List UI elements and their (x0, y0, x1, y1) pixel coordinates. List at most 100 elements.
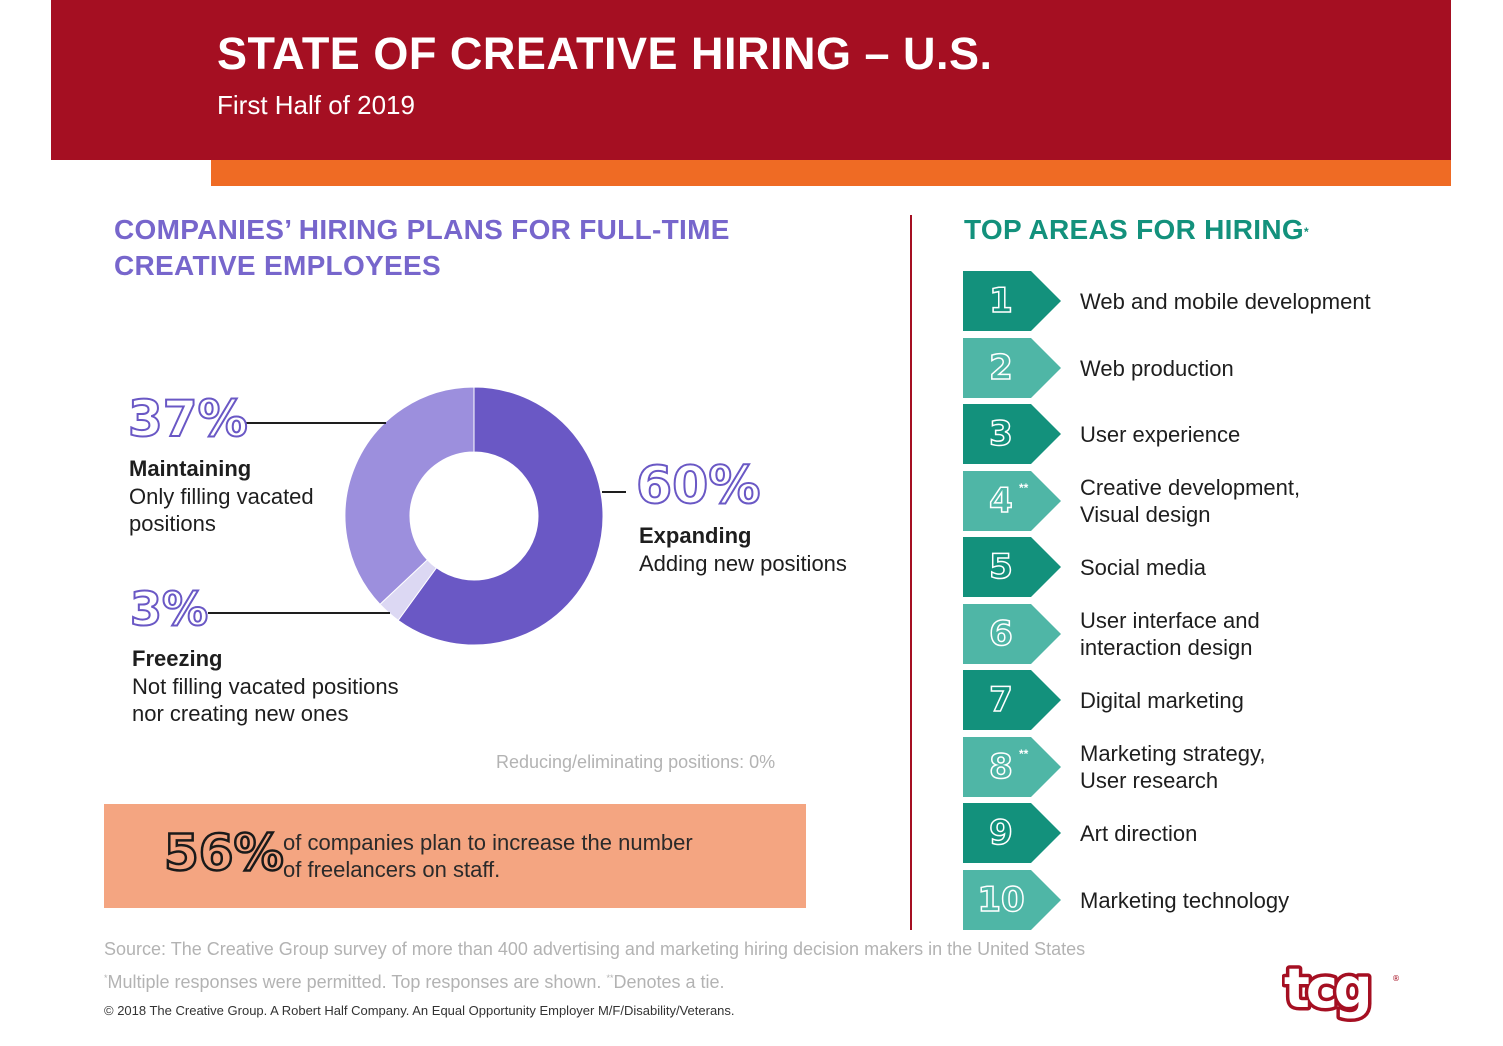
rank-label-line1: Social media (1080, 554, 1206, 580)
top-area-item: 5 Social media (963, 537, 1443, 597)
rank-arrow-polygon (963, 271, 1061, 331)
freezing-percent: 3% (129, 581, 209, 637)
copyright-note: © 2018 The Creative Group. A Robert Half… (104, 1003, 735, 1018)
freelancers-text-line1: of companies plan to increase the number (283, 830, 693, 855)
footnote-part1: Multiple responses were permitted. Top r… (107, 972, 607, 992)
rank-arrow-shape (963, 737, 1061, 797)
rank-arrow-shape (963, 338, 1061, 398)
expanding-description: Adding new positions (639, 551, 847, 576)
rank-number: 1 (988, 280, 1013, 322)
rank-badge: 9 (963, 803, 1061, 863)
logo-text: tcg (1284, 957, 1369, 1020)
top-area-item: 10 Marketing technology (963, 870, 1443, 930)
rank-arrow-polygon (963, 870, 1061, 930)
rank-number: 2 (988, 347, 1013, 389)
donut-slice-maintaining (344, 386, 475, 606)
top-area-item: 2 Web production (963, 338, 1443, 398)
rank-arrow-polygon (963, 670, 1061, 730)
rank-label: Marketing technology (1080, 870, 1440, 930)
rank-badge: 2 (963, 338, 1061, 398)
rank-tie-mark: ** (1019, 481, 1029, 495)
rank-arrow-polygon (963, 471, 1061, 531)
rank-label-line2: interaction design (1080, 635, 1253, 660)
rank-label-line1: Digital marketing (1080, 687, 1244, 713)
rank-label-line1: User interface and (1080, 608, 1260, 633)
tcg-logo: tcg tcg ® (1282, 955, 1400, 1024)
rank-label: Creative development, Visual design (1080, 471, 1440, 531)
rank-arrow-shape (963, 870, 1061, 930)
top-areas-title-text: TOP AREAS FOR HIRING (964, 214, 1304, 245)
accent-bar (211, 160, 1451, 186)
rank-arrow-polygon (963, 537, 1061, 597)
hiring-plans-title-line1: COMPANIES’ HIRING PLANS FOR FULL-TIME (114, 214, 730, 245)
top-area-item: 4 ** Creative development, Visual design (963, 471, 1443, 531)
footnote-mark-1: * (104, 973, 108, 983)
hiring-plans-donut-chart (208, 386, 626, 646)
top-area-item: 3 User experience (963, 404, 1443, 464)
rank-number: 3 (988, 413, 1013, 455)
rank-number: 8 (988, 746, 1013, 788)
freezing-desc-line2: nor creating new ones (132, 701, 349, 726)
rank-arrow-shape (963, 803, 1061, 863)
rank-label-line1: Creative development, (1080, 475, 1301, 500)
freelancers-callout: 56% of companies plan to increase the nu… (104, 804, 806, 908)
rank-badge: 3 (963, 404, 1061, 464)
rank-badge: 5 (963, 537, 1061, 597)
freelancers-text-line2: of freelancers on staff. (283, 857, 501, 882)
rank-arrow-shape (963, 271, 1061, 331)
rank-tie-mark: ** (1019, 747, 1029, 761)
rank-label: User experience (1080, 404, 1440, 464)
rank-badge: 6 (963, 604, 1061, 664)
top-area-item: 6 User interface and interaction design (963, 604, 1443, 664)
donut-slice-expanding (397, 386, 604, 646)
rank-number: 9 (988, 812, 1013, 854)
page-title: STATE OF CREATIVE HIRING – U.S. (217, 28, 993, 79)
rank-badge: 8 ** (963, 737, 1061, 797)
maintaining-description: Only filling vacated positions (129, 483, 314, 537)
rank-badge: 4 ** (963, 471, 1061, 531)
maintaining-desc-line2: positions (129, 511, 216, 536)
rank-label-line1: Art direction (1080, 820, 1198, 846)
rank-arrow-polygon (963, 404, 1061, 464)
rank-arrow-shape (963, 537, 1061, 597)
maintaining-percent: 37% (127, 389, 249, 449)
rank-label: Web production (1080, 338, 1440, 398)
donut-slices (344, 386, 604, 646)
logo-registered-mark: ® (1392, 974, 1400, 983)
freelancers-percent: 56% (163, 823, 285, 884)
top-areas-title-mark: * (1303, 225, 1309, 239)
rank-number: 6 (988, 613, 1013, 655)
top-area-item: 7 Digital marketing (963, 670, 1443, 730)
freelancers-text: of companies plan to increase the number… (283, 829, 763, 883)
maintaining-desc-line1: Only filling vacated (129, 484, 314, 509)
rank-arrow-polygon (963, 737, 1061, 797)
rank-label: User interface and interaction design (1080, 604, 1440, 664)
rank-arrow-shape (963, 670, 1061, 730)
rank-arrow-shape (963, 404, 1061, 464)
top-area-item: 1 Web and mobile development (963, 271, 1443, 331)
source-note: Source: The Creative Group survey of mor… (104, 939, 1086, 959)
expanding-percent: 60% (635, 455, 761, 517)
page-subtitle: First Half of 2019 (217, 90, 415, 120)
rank-label-line2: User research (1080, 768, 1219, 793)
rank-label: Marketing strategy, User research (1080, 737, 1440, 797)
rank-label: Social media (1080, 537, 1440, 597)
rank-label-line1: Web and mobile development (1080, 288, 1371, 314)
rank-number: 7 (988, 679, 1013, 721)
rank-label-line1: Web production (1080, 355, 1234, 381)
maintaining-label: Maintaining (129, 456, 252, 481)
rank-arrow-polygon (963, 604, 1061, 664)
section-divider (910, 215, 912, 930)
logo-text-fill: tcg (1284, 957, 1369, 1020)
rank-label: Art direction (1080, 803, 1440, 863)
hiring-plans-title: COMPANIES’ HIRING PLANS FOR FULL-TIME CR… (114, 212, 730, 284)
rank-label-line1: Marketing technology (1080, 887, 1290, 913)
reducing-note: Reducing/eliminating positions: 0% (496, 752, 776, 772)
rank-label-line1: Marketing strategy, (1080, 741, 1266, 766)
rank-arrow-shape (963, 471, 1061, 531)
top-areas-title: TOP AREAS FOR HIRING* (964, 212, 1309, 248)
top-area-item: 8 ** Marketing strategy, User research (963, 737, 1443, 797)
expanding-label: Expanding (639, 523, 752, 548)
rank-badge: 7 (963, 670, 1061, 730)
rank-number: 4 (988, 480, 1013, 522)
